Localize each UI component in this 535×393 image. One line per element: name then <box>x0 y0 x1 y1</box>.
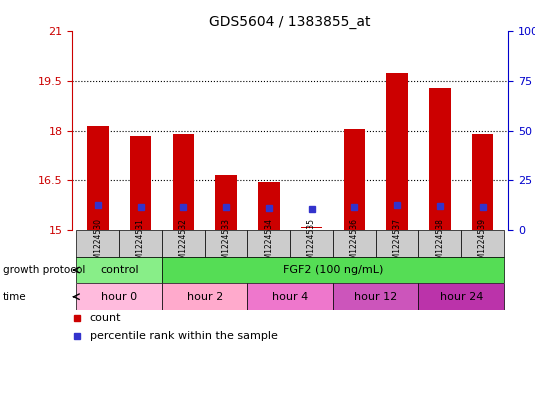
Text: GSM1224530: GSM1224530 <box>94 218 102 269</box>
Bar <box>291 230 333 257</box>
Text: percentile rank within the sample: percentile rank within the sample <box>90 331 278 341</box>
Text: GSM1224533: GSM1224533 <box>221 218 231 269</box>
Bar <box>472 134 493 230</box>
Bar <box>216 175 237 230</box>
Text: GSM1224534: GSM1224534 <box>264 218 273 269</box>
Title: GDS5604 / 1383855_at: GDS5604 / 1383855_at <box>210 15 371 29</box>
Bar <box>343 129 365 230</box>
Text: GSM1224539: GSM1224539 <box>478 218 487 269</box>
Text: hour 24: hour 24 <box>440 292 483 302</box>
Bar <box>248 230 291 257</box>
Text: GSM1224537: GSM1224537 <box>393 218 402 269</box>
Bar <box>130 136 151 230</box>
Bar <box>162 283 248 310</box>
Bar <box>301 227 322 228</box>
Bar <box>87 126 109 230</box>
Text: hour 12: hour 12 <box>354 292 398 302</box>
Bar <box>77 257 162 283</box>
Bar <box>248 283 333 310</box>
Bar <box>376 230 418 257</box>
Text: control: control <box>100 265 139 275</box>
Bar <box>386 73 408 230</box>
Bar <box>77 230 119 257</box>
Bar <box>162 257 504 283</box>
Text: GSM1224531: GSM1224531 <box>136 218 145 269</box>
Bar <box>418 283 504 310</box>
Bar <box>258 182 280 230</box>
Text: FGF2 (100 ng/mL): FGF2 (100 ng/mL) <box>283 265 383 275</box>
Bar <box>461 230 504 257</box>
Bar <box>173 134 194 230</box>
Bar <box>205 230 248 257</box>
Text: GSM1224536: GSM1224536 <box>350 218 359 269</box>
Text: time: time <box>3 292 26 302</box>
Text: GSM1224538: GSM1224538 <box>435 218 445 269</box>
Bar <box>77 283 162 310</box>
Text: hour 0: hour 0 <box>101 292 137 302</box>
Text: GSM1224535: GSM1224535 <box>307 218 316 269</box>
Bar <box>119 230 162 257</box>
Bar <box>333 230 376 257</box>
Bar <box>418 230 461 257</box>
Bar <box>162 230 205 257</box>
Bar <box>429 88 450 230</box>
Bar <box>333 283 418 310</box>
Text: GSM1224532: GSM1224532 <box>179 218 188 269</box>
Text: count: count <box>90 313 121 323</box>
Text: growth protocol: growth protocol <box>3 265 85 275</box>
Text: hour 4: hour 4 <box>272 292 308 302</box>
Text: hour 2: hour 2 <box>187 292 223 302</box>
